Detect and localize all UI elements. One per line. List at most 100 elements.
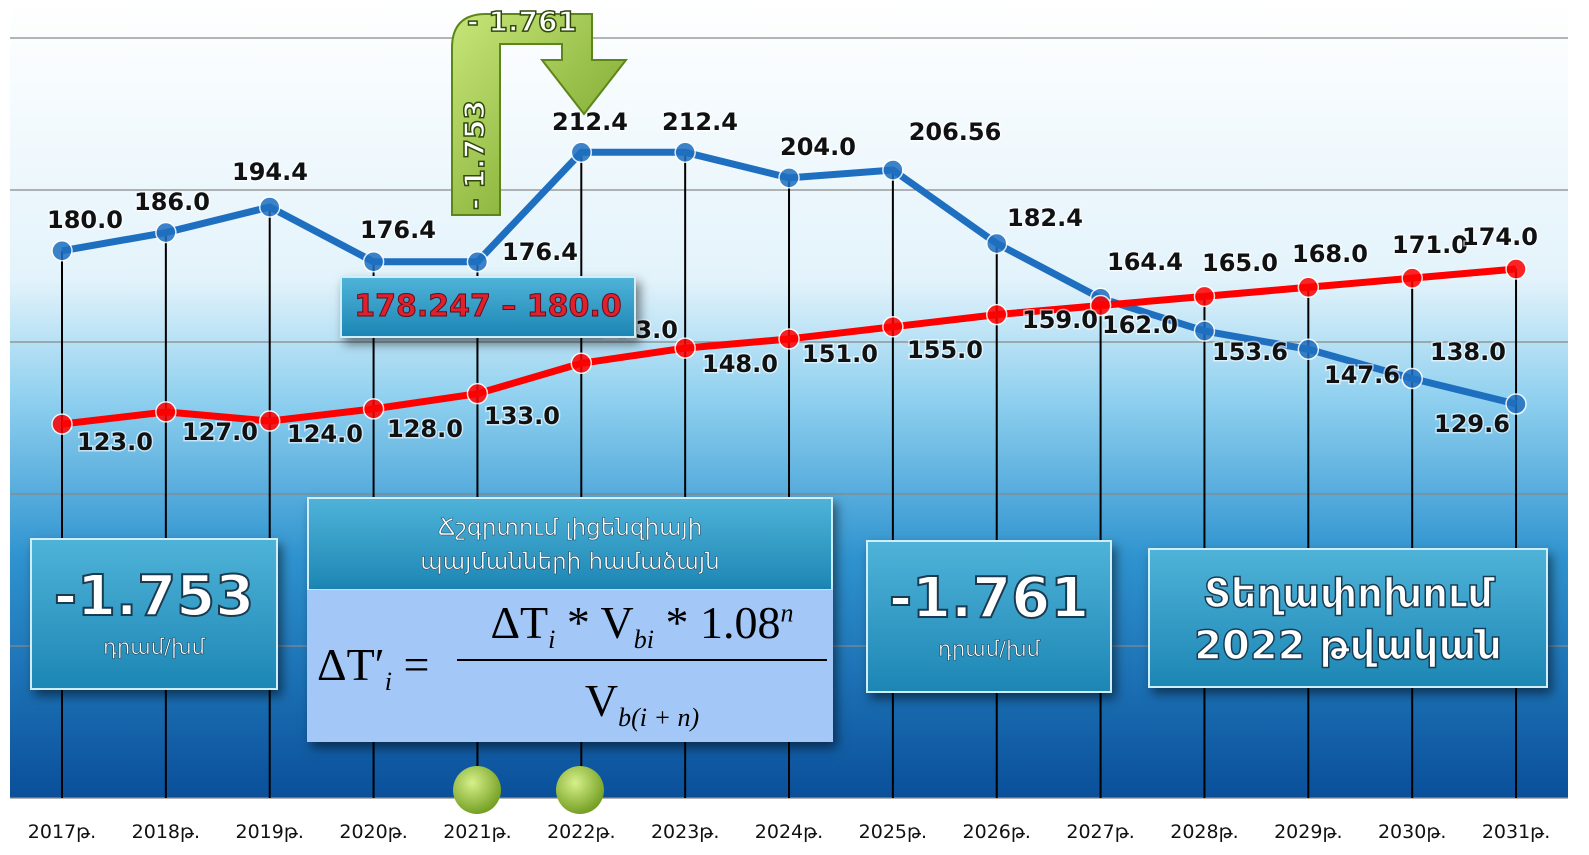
value-label: 127.0 xyxy=(182,418,258,446)
f: i xyxy=(548,625,556,655)
x-tick-label: 2031թ. xyxy=(1482,821,1550,843)
point xyxy=(985,232,1008,255)
formula-title-line: Ճշգրտում լիցենզիայի xyxy=(437,515,703,542)
range-box: 178.247 – 180.0 xyxy=(340,276,636,338)
value-label: 129.6 xyxy=(1434,410,1510,438)
value-label: 151.0 xyxy=(802,340,878,368)
x-tick-label: 2021թ. xyxy=(443,821,511,843)
point xyxy=(882,316,904,338)
transfer-line: Տեղափոխում xyxy=(1202,570,1493,618)
point xyxy=(466,382,489,405)
value-label: 159.0 xyxy=(1022,306,1098,334)
value-label: 155.0 xyxy=(907,336,983,364)
point xyxy=(570,141,593,164)
point xyxy=(1089,294,1112,317)
formula-title-line: պայմանների համաձայն xyxy=(420,549,720,576)
value-label: 128.0 xyxy=(387,415,463,443)
point xyxy=(570,352,593,375)
arrow-label: - 1.753 xyxy=(458,100,491,210)
box-value: -1.761 xyxy=(888,565,1090,632)
point xyxy=(1193,285,1216,308)
x-tick-label: 2027թ. xyxy=(1066,821,1134,843)
point xyxy=(1401,367,1423,390)
value-label: 176.4 xyxy=(360,216,436,244)
point xyxy=(1505,393,1527,415)
point xyxy=(362,250,385,273)
point xyxy=(778,328,800,350)
value-label: 212.4 xyxy=(552,108,628,136)
f: ΔT′ xyxy=(317,639,385,690)
value-label: 164.4 xyxy=(1107,248,1183,276)
formula-den: Vb(i + n) xyxy=(457,674,827,733)
point xyxy=(1401,267,1423,289)
arrow xyxy=(451,13,629,216)
value-label: 206.56 xyxy=(909,118,1002,146)
x-tick-label: 2019թ. xyxy=(236,821,304,843)
point xyxy=(674,337,696,359)
f: * V xyxy=(555,597,634,648)
value-label: 204.0 xyxy=(780,133,856,161)
value-label: 182.4 xyxy=(1007,204,1083,232)
formula-lhs: ΔT′i = xyxy=(317,638,429,697)
value-label: 171.0 xyxy=(1392,231,1468,259)
x-tick-label: 2030թ. xyxy=(1378,821,1446,843)
point xyxy=(985,303,1008,326)
decor-ball xyxy=(556,766,604,814)
value-label: 194.4 xyxy=(232,158,308,186)
x-tick-label: 2025թ. xyxy=(859,821,927,843)
point xyxy=(155,401,177,423)
formula-title: Ճշգրտում լիցենզիայի պայմանների համաձայն xyxy=(307,497,833,591)
f: ΔT xyxy=(490,597,549,648)
value-label: 124.0 xyxy=(287,420,363,448)
value-label: 212.4 xyxy=(662,108,738,136)
f: * 1.08 xyxy=(654,597,781,648)
point xyxy=(1505,258,1527,280)
point xyxy=(155,221,177,244)
point xyxy=(362,398,385,420)
x-tick-label: 2022թ. xyxy=(547,821,615,843)
value-label: 133.0 xyxy=(484,402,560,430)
f: bi xyxy=(633,625,655,655)
arrow-label: - 1.761 xyxy=(467,5,577,38)
point xyxy=(1193,320,1216,342)
value-label: 148.0 xyxy=(702,350,778,378)
range-text: 178.247 – 180.0 xyxy=(354,289,622,325)
value-label: 176.4 xyxy=(502,238,578,266)
box-unit: դրամ/խմ xyxy=(103,635,206,660)
point xyxy=(1297,276,1320,299)
point xyxy=(51,413,73,435)
x-tick-label: 2028թ. xyxy=(1170,821,1238,843)
value-label: 153.6 xyxy=(1212,338,1288,366)
point xyxy=(258,410,281,432)
box-value: -1.753 xyxy=(53,563,255,630)
f: i xyxy=(384,667,392,697)
x-tick-label: 2026թ. xyxy=(963,821,1031,843)
value-label: 162.0 xyxy=(1102,311,1178,339)
transfer-box: Տեղափոխում 2022 թվական xyxy=(1148,548,1548,688)
x-tick-label: 2023թ. xyxy=(651,821,719,843)
point xyxy=(778,167,800,189)
f: = xyxy=(403,639,430,690)
value-label: 147.6 xyxy=(1324,361,1400,389)
value-label: 123.0 xyxy=(77,428,153,456)
value-label: 168.0 xyxy=(1292,240,1368,268)
x-tick-label: 2017թ. xyxy=(28,821,96,843)
value-label: 174.0 xyxy=(1462,223,1538,251)
value-box: -1.753 դրամ/խմ xyxy=(30,538,278,690)
point xyxy=(882,159,904,181)
decor-ball xyxy=(453,766,501,814)
point xyxy=(674,141,696,164)
box-unit: դրամ/խմ xyxy=(938,637,1041,662)
point xyxy=(51,240,73,262)
value-label: 138.0 xyxy=(1430,338,1506,366)
value-label: 186.0 xyxy=(134,188,210,216)
x-tick-label: 2024թ. xyxy=(755,821,823,843)
f: V xyxy=(584,675,619,726)
value-label: 180.0 xyxy=(47,206,123,234)
x-tick-label: 2029թ. xyxy=(1274,821,1342,843)
point xyxy=(1297,338,1320,361)
point xyxy=(466,250,489,273)
f: b(i + n) xyxy=(618,703,700,733)
formula-num: ΔTi * Vbi * 1.08n xyxy=(457,596,827,662)
